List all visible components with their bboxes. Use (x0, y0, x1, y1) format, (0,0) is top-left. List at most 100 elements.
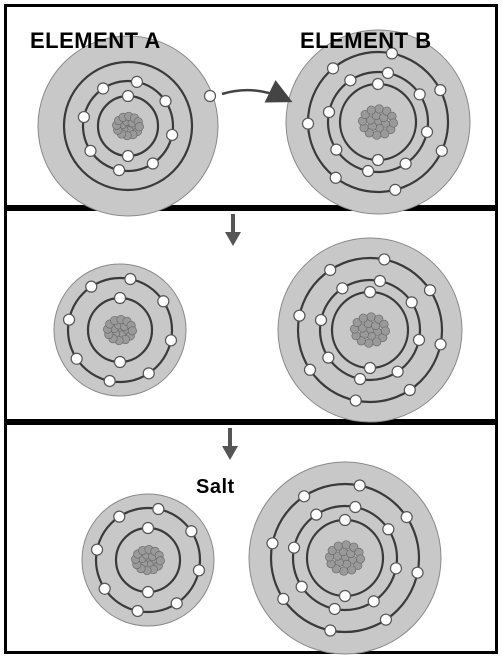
electron (62, 313, 76, 326)
electron (367, 595, 380, 608)
nucleus (131, 544, 165, 576)
electron (423, 284, 437, 297)
electron (382, 523, 395, 536)
electron-shell (296, 256, 444, 404)
electron (322, 105, 336, 119)
nucleon (327, 546, 337, 556)
electron-shell (318, 278, 422, 382)
electron (287, 541, 301, 554)
electron-shell (62, 60, 194, 192)
electron (142, 367, 155, 380)
electron (141, 585, 155, 599)
electron (411, 566, 424, 579)
electron (90, 543, 104, 556)
electron (159, 95, 172, 108)
electron-shell (269, 482, 421, 634)
electron (434, 338, 447, 351)
electron (389, 183, 402, 196)
nucleon (372, 337, 382, 347)
electron (336, 282, 349, 295)
down-arrow-icon (222, 428, 238, 460)
electron (113, 291, 127, 305)
nucleon (341, 540, 351, 550)
electron (324, 624, 337, 637)
electron (112, 164, 126, 177)
electron (349, 500, 362, 514)
electron (192, 564, 206, 577)
electron (412, 333, 426, 347)
electron (435, 144, 448, 157)
electron (361, 164, 375, 178)
electron (330, 143, 343, 156)
electron (385, 47, 399, 60)
electron (381, 66, 395, 80)
nucleon (352, 318, 362, 328)
electron (141, 521, 155, 535)
electron (97, 82, 110, 95)
electron (124, 272, 137, 286)
electron (113, 510, 126, 523)
nucleon (380, 129, 390, 139)
electron (338, 513, 352, 527)
electron (121, 149, 135, 163)
element-b-ion-panel-3 (248, 461, 442, 655)
electron (301, 117, 315, 130)
electron (413, 88, 426, 101)
nucleon (366, 105, 376, 115)
salt-label: Salt (196, 476, 235, 498)
nucleus (103, 314, 137, 346)
electron (84, 144, 97, 157)
electron (295, 580, 308, 593)
transferred-electron (203, 89, 217, 103)
electron (113, 355, 127, 369)
nucleon (358, 313, 368, 323)
electron (166, 128, 179, 142)
electron (378, 253, 391, 266)
electron (98, 582, 111, 595)
electron (152, 502, 165, 516)
nucleon (388, 118, 399, 128)
electron (344, 74, 357, 87)
element-a-atom-panel-1 (37, 35, 219, 217)
nucleon (127, 326, 137, 336)
nucleon (364, 338, 374, 348)
nucleon (374, 104, 384, 114)
electron (277, 592, 290, 605)
nucleon (366, 312, 376, 322)
electron (371, 77, 385, 91)
element-a-ion-panel-2 (53, 263, 187, 397)
electron (146, 157, 159, 170)
nucleon (134, 122, 144, 132)
electron (293, 309, 306, 322)
nucleon (380, 326, 391, 336)
electron (371, 153, 385, 167)
nucleon (360, 110, 370, 120)
nucleus (324, 540, 366, 576)
electron (399, 157, 412, 170)
electron (403, 383, 416, 397)
nucleus (112, 111, 144, 141)
electron-shell (291, 504, 399, 612)
element-a-ion-panel-3 (81, 493, 215, 627)
electron (130, 75, 144, 88)
electron (391, 365, 404, 378)
electron (353, 372, 367, 386)
electron (338, 589, 352, 603)
nucleon (339, 566, 349, 576)
nucleon (333, 541, 343, 551)
electron (303, 363, 317, 376)
element-a-label: ELEMENT A (30, 28, 161, 53)
electron (405, 296, 418, 309)
electron (310, 508, 323, 521)
electron (420, 125, 434, 139)
electron-shell (326, 70, 430, 174)
electron (164, 334, 178, 347)
electron (373, 274, 387, 288)
electron (324, 263, 337, 277)
electron (379, 613, 392, 626)
electron (170, 597, 183, 610)
electron (314, 313, 328, 327)
electron (363, 285, 377, 299)
nucleon (347, 565, 357, 575)
